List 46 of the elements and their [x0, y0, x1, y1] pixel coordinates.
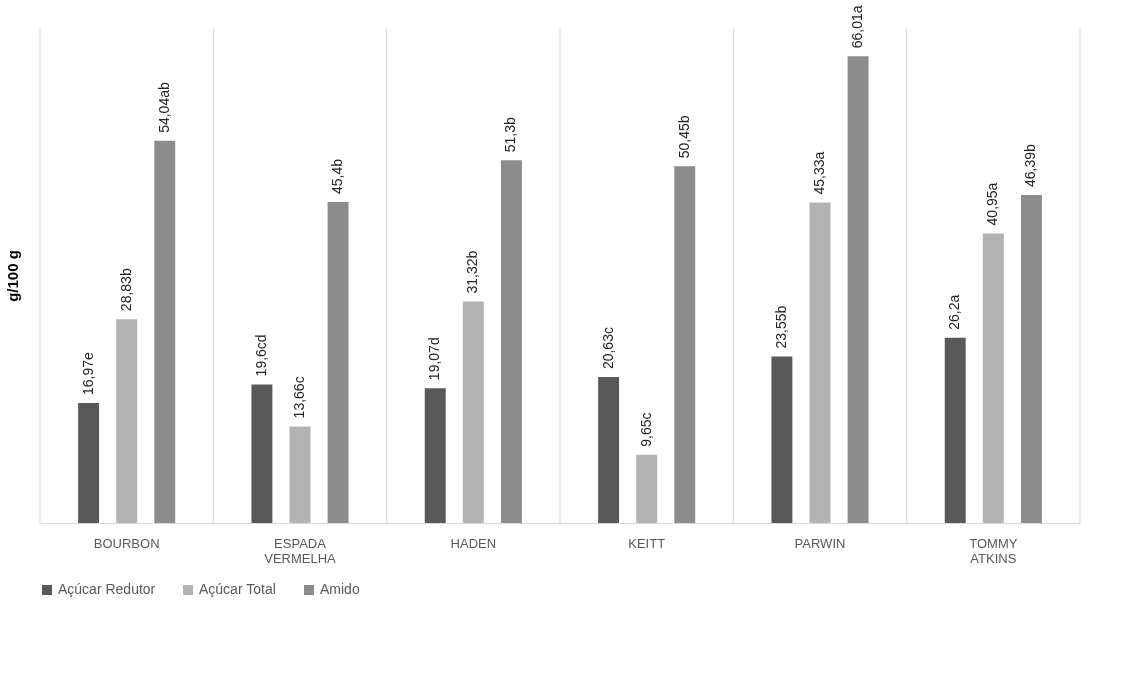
bar: [154, 140, 176, 523]
data-label: 51,3b: [502, 116, 519, 153]
x-tick-label: KEITT: [628, 535, 666, 551]
bar: [809, 202, 831, 523]
data-label: 31,32b: [464, 250, 481, 294]
data-label: 16,97e: [79, 351, 96, 395]
data-label: 20,63c: [599, 327, 616, 370]
bar: [982, 233, 1004, 523]
bar: [289, 426, 311, 523]
legend-label: Açúcar Total: [199, 581, 276, 597]
data-label: 50,45b: [675, 115, 692, 159]
bar: [771, 356, 793, 523]
x-tick-label: ESPADA VERMELHA: [264, 535, 337, 566]
bar: [251, 384, 273, 523]
data-label: 26,2a: [946, 294, 963, 330]
x-tick-label: HADEN: [450, 535, 497, 551]
data-label: 40,95a: [984, 182, 1001, 226]
bar: [944, 337, 966, 523]
bar: [462, 301, 484, 523]
data-label: 54,04ab: [155, 82, 172, 133]
bar: [636, 454, 658, 523]
data-label: 45,4b: [329, 158, 346, 194]
x-tick-label: BOURBON: [93, 535, 160, 551]
bar: [78, 403, 100, 523]
data-label: 9,65c: [637, 412, 654, 447]
y-axis-title: g/100 g: [3, 250, 21, 302]
bar: [327, 201, 349, 523]
legend-label: Amido: [320, 581, 360, 597]
bar: [847, 56, 869, 523]
x-tick-label: TOMMY ATKINS: [969, 535, 1018, 566]
legend-label: Açúcar Redutor: [58, 581, 156, 597]
data-label: 28,83b: [117, 268, 134, 312]
bar: [424, 388, 446, 523]
bar: [116, 319, 138, 523]
data-label: 19,6cd: [252, 334, 269, 377]
bar: [1020, 194, 1042, 523]
bar: [500, 160, 522, 523]
data-label: 23,55b: [772, 305, 789, 349]
bar: [598, 377, 620, 523]
data-label: 46,39b: [1022, 143, 1039, 187]
data-label: 66,01a: [849, 5, 866, 49]
data-label: 13,66c: [291, 376, 307, 419]
bar: [674, 166, 696, 523]
x-tick-label: PARWIN: [794, 535, 846, 551]
data-label: 19,07d: [426, 337, 443, 381]
data-label: 45,33a: [811, 151, 827, 195]
